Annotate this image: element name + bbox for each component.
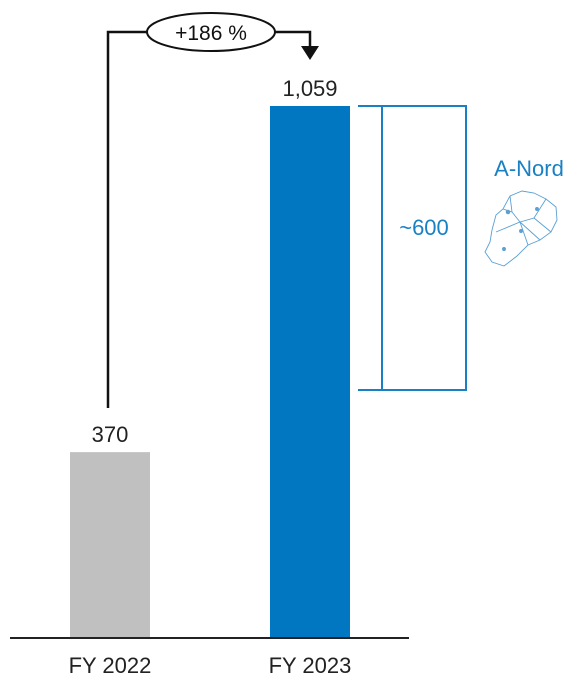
- region-label: A-Nord: [494, 156, 564, 181]
- bracket-label: ~600: [399, 215, 449, 240]
- bracket-indicator: ~600: [358, 105, 467, 391]
- bar-fy-2023: [270, 106, 350, 638]
- value-label-fy-2023: 1,059: [282, 76, 337, 101]
- value-label-fy-2022: 370: [92, 422, 129, 447]
- growth-connector-line: [106, 30, 312, 408]
- region-map-icon: [484, 190, 558, 267]
- bracket-box: [381, 105, 467, 391]
- x-tick-label-fy-2023: FY 2023: [269, 653, 352, 678]
- growth-bubble: [146, 12, 276, 52]
- x-tick-label-fy-2022: FY 2022: [69, 653, 152, 678]
- arrow-down-icon: [301, 46, 319, 60]
- growth-percentage-label: +186 %: [175, 22, 247, 45]
- bar-fy-2022: [70, 452, 150, 638]
